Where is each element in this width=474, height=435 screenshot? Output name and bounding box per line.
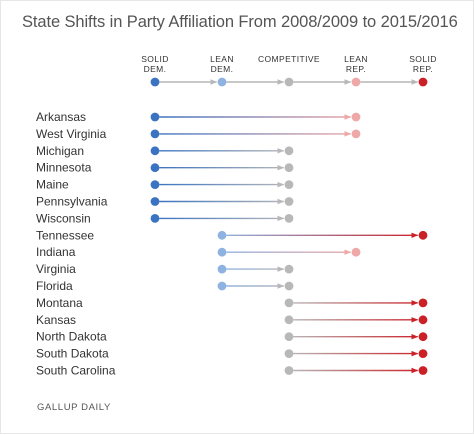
state-row-indiana: Indiana [36,245,361,259]
from-dot-south-carolina [284,366,294,375]
state-row-west-virginia: West Virginia [36,127,361,141]
scale-label-competitive-line-1: COMPETITIVE [258,54,320,64]
state-row-south-carolina: South Carolina [36,364,428,378]
to-dot-michigan [284,146,294,156]
scale-dot-competitive [284,77,294,87]
state-row-virginia: Virginia [36,262,294,276]
to-dot-tennessee [418,230,428,240]
state-row-wisconsin: Wisconsin [36,211,294,225]
from-dot-pennsylvania [150,197,160,206]
scale-label-solid-rep-line-2: REP. [413,64,433,74]
from-dot-montana [284,298,294,308]
chart-title: State Shifts in Party Affiliation From 2… [22,13,458,31]
state-label-maine: Maine [36,178,69,192]
state-row-tennessee: Tennessee [36,228,428,242]
state-row-pennsylvania: Pennsylvania [36,195,294,209]
state-label-pennsylvania: Pennsylvania [36,195,108,209]
state-label-minnesota: Minnesota [36,161,92,175]
scale-label-lean-dem-line-1: LEAN [210,54,234,64]
scale-dot-solid-dem [150,77,160,87]
state-label-florida: Florida [36,279,73,293]
state-row-minnesota: Minnesota [36,161,294,175]
from-dot-virginia [217,264,227,274]
to-dot-indiana [351,247,361,257]
state-row-maine: Maine [36,178,294,192]
source-label: GALLUP DAILY [37,402,111,413]
to-dot-maine [284,180,294,190]
to-dot-montana [418,298,428,308]
state-label-north-dakota: North Dakota [36,330,107,344]
state-label-michigan: Michigan [36,144,84,158]
state-row-south-dakota: South Dakota [36,347,428,361]
to-dot-pennsylvania [284,197,294,206]
to-dot-south-carolina [418,366,428,375]
state-label-south-carolina: South Carolina [36,364,116,378]
state-label-arkansas: Arkansas [36,110,86,124]
scale-label-solid-rep-line-1: SOLID [409,54,437,64]
scale-dot-lean-dem [217,77,227,87]
to-dot-kansas [418,315,428,325]
to-dot-florida [284,281,294,291]
from-dot-arkansas [150,112,160,122]
state-row-michigan: Michigan [36,144,294,158]
scale-label-lean-rep-line-1: LEAN [344,54,368,64]
from-dot-maine [150,180,160,190]
state-label-wisconsin: Wisconsin [36,211,91,225]
state-label-south-dakota: South Dakota [36,347,109,361]
from-dot-south-dakota [284,349,294,358]
from-dot-kansas [284,315,294,325]
to-dot-west-virginia [351,129,361,139]
state-row-montana: Montana [36,296,428,310]
state-row-arkansas: Arkansas [36,110,361,124]
from-dot-tennessee [217,230,227,240]
scale-label-lean-dem-line-2: DEM. [211,64,234,74]
from-dot-minnesota [150,163,160,173]
scale-dot-solid-rep [418,77,428,87]
state-label-west-virginia: West Virginia [36,127,107,141]
to-dot-minnesota [284,163,294,173]
scale-dot-lean-rep [351,77,361,87]
to-dot-virginia [284,264,294,274]
state-row-kansas: Kansas [36,313,428,327]
scale-label-lean-rep-line-2: REP. [346,64,366,74]
from-dot-wisconsin [150,214,160,223]
state-label-indiana: Indiana [36,245,76,259]
to-dot-north-dakota [418,332,428,342]
from-dot-west-virginia [150,129,160,139]
scale-point-competitive: COMPETITIVE [258,54,320,87]
scale-label-solid-dem-line-1: SOLID [141,54,169,64]
state-label-virginia: Virginia [36,262,76,276]
from-dot-michigan [150,146,160,156]
from-dot-florida [217,281,227,291]
state-label-kansas: Kansas [36,313,76,327]
state-row-north-dakota: North Dakota [36,330,428,344]
state-row-florida: Florida [36,279,294,293]
to-dot-wisconsin [284,214,294,223]
state-label-montana: Montana [36,296,83,310]
to-dot-arkansas [351,112,361,122]
to-dot-south-dakota [418,349,428,358]
scale-label-solid-dem-line-2: DEM. [144,64,167,74]
from-dot-indiana [217,247,227,257]
state-label-tennessee: Tennessee [36,228,94,242]
state-rows: Arkansas West Virginia Michigan Minnesota Ma… [36,110,428,378]
from-dot-north-dakota [284,332,294,342]
